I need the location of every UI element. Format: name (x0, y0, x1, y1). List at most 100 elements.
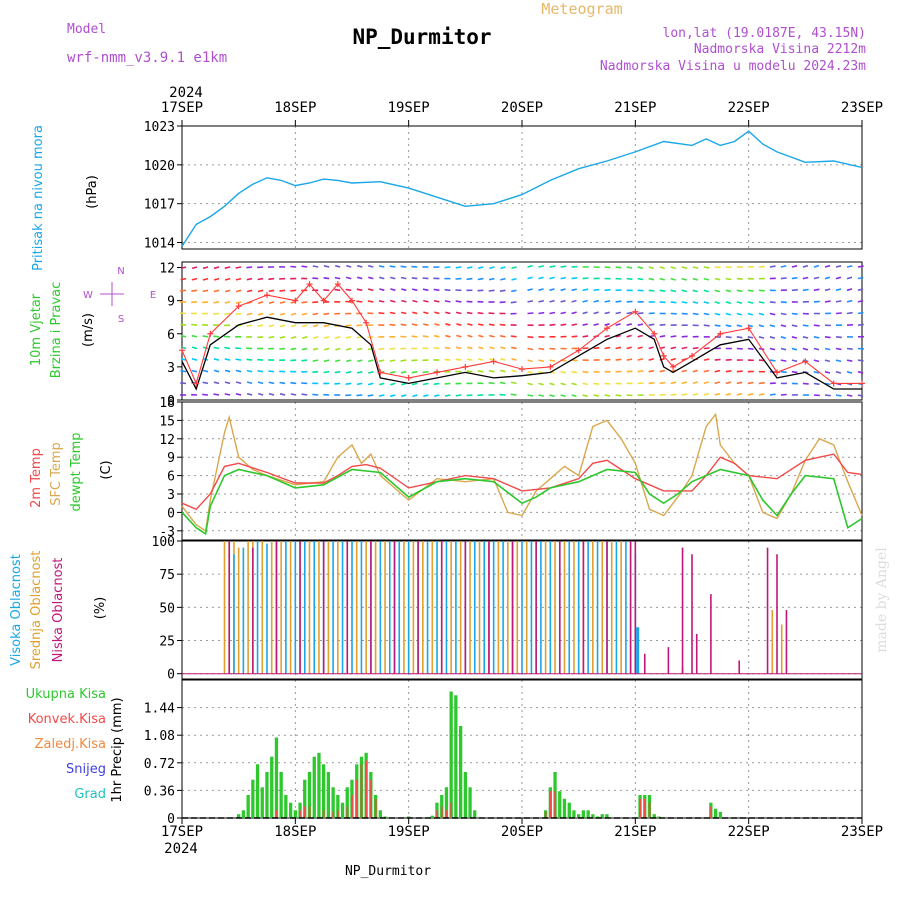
wind-arrow (224, 358, 231, 361)
wind-arrow (246, 392, 253, 396)
wind-arrow (455, 394, 462, 397)
wind-arrow (257, 358, 264, 361)
wind-arrow (224, 381, 231, 385)
wind-arrow (466, 370, 473, 373)
wind-arrow (758, 393, 765, 396)
wind-arrow (549, 299, 555, 303)
wind-arrow (769, 359, 776, 362)
wind-arrow (356, 288, 363, 292)
precip-total-bar (340, 802, 345, 818)
wind-arrow (758, 312, 765, 316)
wind-arrow (257, 312, 264, 316)
precip-total-bar (322, 764, 326, 818)
precip-conv-bar (304, 806, 306, 818)
wind-arrow (791, 336, 798, 339)
wind-arrow (637, 312, 644, 315)
panel-frame (181, 261, 863, 401)
wind-arrow (401, 382, 407, 386)
y-tick-label: 100 (152, 535, 175, 550)
wind-arrow (780, 393, 787, 396)
wind-arrow (670, 277, 676, 281)
wind-arrow (780, 265, 787, 268)
wind-arrow (213, 301, 220, 304)
wind-arrow (582, 382, 589, 386)
wind-arrow (648, 346, 654, 350)
wind-arrow (510, 393, 517, 396)
precip-total-bar (586, 810, 590, 818)
wind-arrow (466, 266, 473, 269)
wind-arrow (604, 311, 610, 315)
wind-arrow (538, 288, 544, 292)
wind-arrow (703, 324, 710, 327)
chart-subtitle: Meteogram (541, 0, 622, 18)
wind-arrow (604, 394, 611, 397)
precip-conv-bar (299, 810, 301, 818)
wind-arrow (681, 266, 688, 269)
wind-arrow (670, 301, 677, 304)
wind-arrow (560, 323, 567, 326)
wind-arrow (703, 289, 709, 293)
wind-arrow (390, 276, 396, 280)
wind-arrow (824, 382, 831, 386)
wind-arrow (593, 299, 599, 303)
precip-total-bar (430, 815, 434, 818)
wind-arrow (604, 358, 611, 361)
sfc-temp-line (181, 412, 863, 532)
wind-arrow (571, 311, 577, 315)
y-tick-label: 3 (167, 361, 175, 376)
precip-total-bar (326, 772, 330, 818)
sfc-label: SFC Temp (49, 442, 64, 506)
wind-arrow (747, 347, 754, 350)
wind-gust-point (774, 369, 780, 376)
wind-arrow (345, 370, 352, 374)
wind-arrow (538, 276, 544, 280)
wind-arrow (235, 289, 242, 293)
wind-arrow (615, 300, 622, 303)
wind-arrow (857, 359, 864, 362)
wind-arrow (444, 346, 451, 350)
wind-arrow (279, 347, 286, 350)
model-name: wrf-nmm_v3.9.1 e1km (67, 50, 227, 66)
precip-total-bar (468, 787, 472, 818)
wind-arrow (703, 381, 709, 385)
wind-arrow (444, 394, 451, 397)
y-tick-label: 0.72 (144, 757, 175, 772)
precip-total-bar (652, 814, 656, 818)
wind-arrow (500, 346, 506, 350)
wind-arrow (455, 300, 462, 303)
wind-arrow (334, 312, 341, 315)
wind-arrow (412, 382, 418, 386)
wind-arrow (379, 276, 385, 280)
wind-arrow (549, 288, 555, 292)
wind-arrow (257, 289, 264, 293)
y-tick-label: 18 (159, 396, 175, 411)
wind-arrow (648, 277, 655, 281)
y-tick-label: 1014 (144, 237, 175, 252)
wind-arrow (180, 266, 187, 270)
wind-arrow (857, 276, 864, 280)
wind-arrow (268, 324, 275, 328)
wind-arrow (257, 301, 264, 305)
wind-arrow (477, 312, 484, 315)
wind-arrow (279, 301, 286, 304)
wind-arrow (549, 359, 556, 362)
y-tick-label: 1023 (144, 120, 175, 135)
wind-arrow (791, 265, 798, 268)
wind-arrow (279, 312, 286, 316)
wind-arrow (180, 334, 187, 338)
wind-arrow (180, 323, 187, 326)
top-day-label: 20SEP (501, 100, 543, 116)
wind-arrow (714, 324, 721, 327)
y-tick-label: 1017 (144, 198, 175, 213)
wind-gust-point (745, 325, 752, 332)
wind-arrow (400, 265, 407, 268)
wind-arrow (268, 336, 275, 339)
wind-arrow (357, 264, 363, 268)
precip-total-bar (444, 787, 449, 818)
precip-conv-bar (360, 764, 363, 818)
wind-arrow (769, 324, 776, 328)
frozen-precip-label: Zaledj.Kisa (35, 737, 106, 752)
wind-arrow (769, 301, 776, 304)
top-time-axis: 2024 17SEP 18SEP 19SEP 20SEP 21SEP 22SEP 23SEP (161, 85, 883, 116)
